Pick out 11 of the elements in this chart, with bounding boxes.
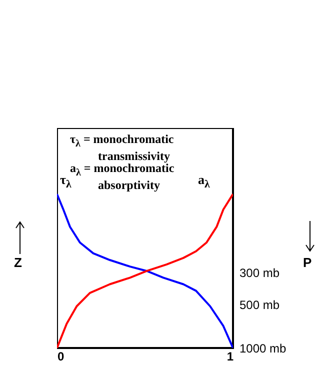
- y-tick-label: 500 mb: [240, 298, 280, 312]
- y-tick-label: 1000 mb: [240, 342, 287, 356]
- y-tick-label: 300 mb: [240, 266, 280, 280]
- annotation: τ$_{λ}$ = monochromatic transmissivity: [70, 132, 175, 164]
- series-label: a$_{λ}$: [198, 172, 210, 191]
- text: P: [303, 255, 312, 270]
- x-tick-label: 0: [58, 350, 64, 364]
- line-series: [57, 193, 233, 348]
- series-label: τ$_{λ}$: [60, 172, 72, 191]
- text: Z: [14, 255, 22, 270]
- x-tick-label: 1: [226, 350, 234, 364]
